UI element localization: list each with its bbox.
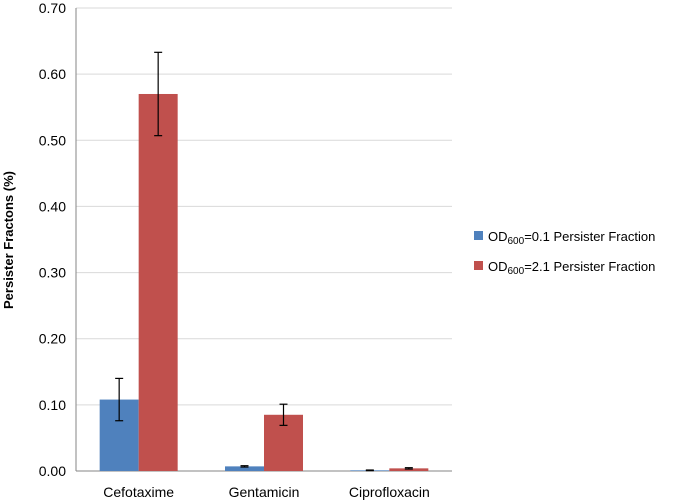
bar bbox=[225, 466, 264, 471]
y-tick-labels: 0.00 0.10 0.20 0.30 0.40 0.50 0.60 0.70 bbox=[39, 0, 66, 479]
y-tick-label: 0.50 bbox=[39, 132, 66, 148]
y-tick-label: 0.10 bbox=[39, 397, 66, 413]
x-tick-label: Gentamicin bbox=[229, 484, 300, 500]
legend-swatch bbox=[474, 231, 483, 240]
legend-label: OD600=0.1 Persister Fraction bbox=[488, 229, 655, 247]
x-tick-label: Ciprofloxacin bbox=[349, 484, 430, 500]
legend-label: OD600=2.1 Persister Fraction bbox=[488, 259, 655, 277]
x-tick-labels: Cefotaxime Gentamicin Ciprofloxacin bbox=[103, 484, 430, 500]
y-tick-label: 0.70 bbox=[39, 0, 66, 16]
y-tick-label: 0.40 bbox=[39, 198, 66, 214]
bars bbox=[99, 93, 429, 471]
y-tick-label: 0.60 bbox=[39, 66, 66, 82]
x-tick-label: Cefotaxime bbox=[103, 484, 174, 500]
bar bbox=[138, 93, 178, 471]
error-bars bbox=[115, 51, 413, 472]
bar bbox=[389, 468, 429, 471]
y-tick-label: 0.00 bbox=[39, 463, 66, 479]
y-tick-label: 0.30 bbox=[39, 265, 66, 281]
y-axis-title: Persister Fractons (%) bbox=[1, 171, 16, 309]
y-tick-label: 0.20 bbox=[39, 331, 66, 347]
legend: OD600=0.1 Persister Fraction OD600=2.1 Pe… bbox=[474, 229, 655, 277]
legend-swatch bbox=[474, 261, 483, 270]
